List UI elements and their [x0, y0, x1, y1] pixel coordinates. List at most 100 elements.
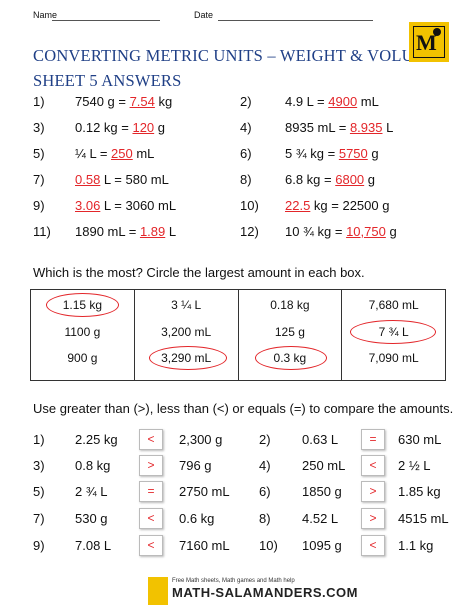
- answer-value: 0.58: [75, 172, 101, 187]
- compare-right-amount: 1.85 kg: [398, 484, 441, 499]
- name-line: [52, 20, 160, 21]
- footer-brand: MATH-SALAMANDERS.COM: [172, 585, 358, 600]
- box-1-item-2: 1100 g: [64, 325, 101, 339]
- compare-right-amount: 4515 mL: [398, 511, 449, 526]
- answer-value: 7.54: [129, 94, 155, 109]
- answer-circle: [148, 346, 227, 370]
- answer-value: 6800: [335, 172, 365, 187]
- compare-symbol-box: <: [139, 535, 163, 556]
- box-1: 1.15 kg 1100 g 900 g: [30, 289, 135, 381]
- question-text: 10 ¾ kg = 10,750 g: [285, 224, 397, 239]
- compare-symbol-box: <: [361, 535, 385, 556]
- compare-instruction: Use greater than (>), less than (<) or e…: [33, 401, 454, 416]
- compare-symbol-box: =: [361, 429, 385, 450]
- compare-left-amount: 250 mL: [302, 458, 346, 473]
- answer-circle: [254, 346, 327, 370]
- question-text: 1890 mL = 1.89 L: [75, 224, 176, 239]
- question-number: 1): [33, 94, 45, 109]
- answer-circle: [46, 293, 119, 317]
- compare-left-amount: 0.63 L: [302, 432, 339, 447]
- compare-left-amount: 1095 g: [302, 538, 342, 553]
- compare-right-amount: 796 g: [179, 458, 212, 473]
- compare-right-amount: 7160 mL: [179, 538, 230, 553]
- compare-right-amount: 0.6 kg: [179, 511, 215, 526]
- question-text: 6.8 kg = 6800 g: [285, 172, 375, 187]
- compare-right-amount: 2 ½ L: [398, 458, 431, 473]
- box-4-item-1: 7,680 mL: [368, 298, 419, 312]
- question-suffix: L = 580 mL: [100, 172, 169, 187]
- compare-number: 7): [33, 511, 45, 526]
- question-prefix: 10 ¾ kg =: [285, 224, 347, 239]
- compare-number: 2): [259, 432, 271, 447]
- question-suffix: g: [367, 146, 379, 161]
- question-prefix: 5 ¾ kg =: [285, 146, 339, 161]
- answer-value: 5750: [338, 146, 368, 161]
- answer-value: 1.89: [139, 224, 166, 239]
- page-subtitle: SHEET 5 ANSWERS: [33, 71, 182, 90]
- answer-value: 22.5: [285, 198, 311, 213]
- question-text: ¼ L = 250 mL: [75, 146, 154, 161]
- question-number: 9): [33, 198, 45, 213]
- question-suffix: L = 3060 mL: [100, 198, 177, 213]
- compare-left-amount: 2 ¾ L: [75, 484, 108, 499]
- box-3-item-2: 125 g: [274, 325, 305, 339]
- question-suffix: kg = 22500 g: [310, 198, 390, 213]
- question-number: 3): [33, 120, 45, 135]
- question-prefix: 0.12 kg =: [75, 120, 133, 135]
- compare-left-amount: 530 g: [75, 511, 108, 526]
- compare-right-amount: 630 mL: [398, 432, 442, 447]
- question-number: 8): [240, 172, 252, 187]
- compare-symbol-box: >: [361, 508, 385, 529]
- question-text: 3.06 L = 3060 mL: [75, 198, 176, 213]
- compare-number: 1): [33, 432, 45, 447]
- box-2-item-2: 3,200 mL: [161, 325, 212, 339]
- question-number: 11): [33, 224, 51, 239]
- box-2-item-1: 3 ¼ L: [171, 298, 202, 312]
- compare-left-amount: 0.8 kg: [75, 458, 111, 473]
- question-suffix: g: [154, 120, 166, 135]
- compare-number: 4): [259, 458, 271, 473]
- compare-number: 5): [33, 484, 45, 499]
- box-3: 0.18 kg 125 g 0.3 kg: [237, 289, 343, 381]
- compare-number: 3): [33, 458, 45, 473]
- box-3-item-1: 0.18 kg: [270, 298, 310, 312]
- compare-symbol-box: <: [139, 429, 163, 450]
- compare-left-amount: 2.25 kg: [75, 432, 118, 447]
- answer-value: 250: [111, 146, 133, 161]
- footer-salamander-icon: [148, 577, 168, 605]
- question-suffix: L: [165, 224, 177, 239]
- question-number: 2): [240, 94, 252, 109]
- answer-value: 8.935: [349, 120, 383, 135]
- answer-circle: [350, 320, 437, 344]
- question-suffix: g: [385, 224, 397, 239]
- answer-value: 10,750: [346, 224, 386, 239]
- box-4-item-3: 7,090 mL: [368, 351, 419, 365]
- question-number: 6): [240, 146, 252, 161]
- question-number: 10): [240, 198, 259, 213]
- question-text: 0.58 L = 580 mL: [75, 172, 169, 187]
- question-number: 5): [33, 146, 45, 161]
- compare-symbol-box: =: [139, 481, 163, 502]
- compare-symbol-box: >: [361, 481, 385, 502]
- compare-right-amount: 1.1 kg: [398, 538, 434, 553]
- question-text: 22.5 kg = 22500 g: [285, 198, 389, 213]
- compare-left-amount: 1850 g: [302, 484, 342, 499]
- question-prefix: 8935 mL =: [285, 120, 350, 135]
- question-suffix: g: [364, 172, 375, 187]
- question-number: 12): [240, 224, 259, 239]
- largest-amount-boxes: 1.15 kg 1100 g 900 g 3 ¼ L 3,200 mL 3,29…: [30, 289, 446, 381]
- question-prefix: 6.8 kg =: [285, 172, 336, 187]
- question-number: 7): [33, 172, 45, 187]
- compare-number: 6): [259, 484, 271, 499]
- date-line: [218, 20, 373, 21]
- box-2: 3 ¼ L 3,200 mL 3,290 mL: [133, 289, 239, 381]
- compare-right-amount: 2,300 g: [179, 432, 223, 447]
- box-4: 7,680 mL 7 ¾ L 7,090 mL: [341, 289, 446, 381]
- question-text: 0.12 kg = 120 g: [75, 120, 165, 135]
- date-label: Date: [194, 10, 214, 20]
- question-suffix: mL: [132, 146, 155, 161]
- question-text: 7540 g = 7.54 kg: [75, 94, 172, 109]
- compare-right-amount: 2750 mL: [179, 484, 230, 499]
- question-text: 5 ¾ kg = 5750 g: [285, 146, 379, 161]
- question-suffix: mL: [357, 94, 379, 109]
